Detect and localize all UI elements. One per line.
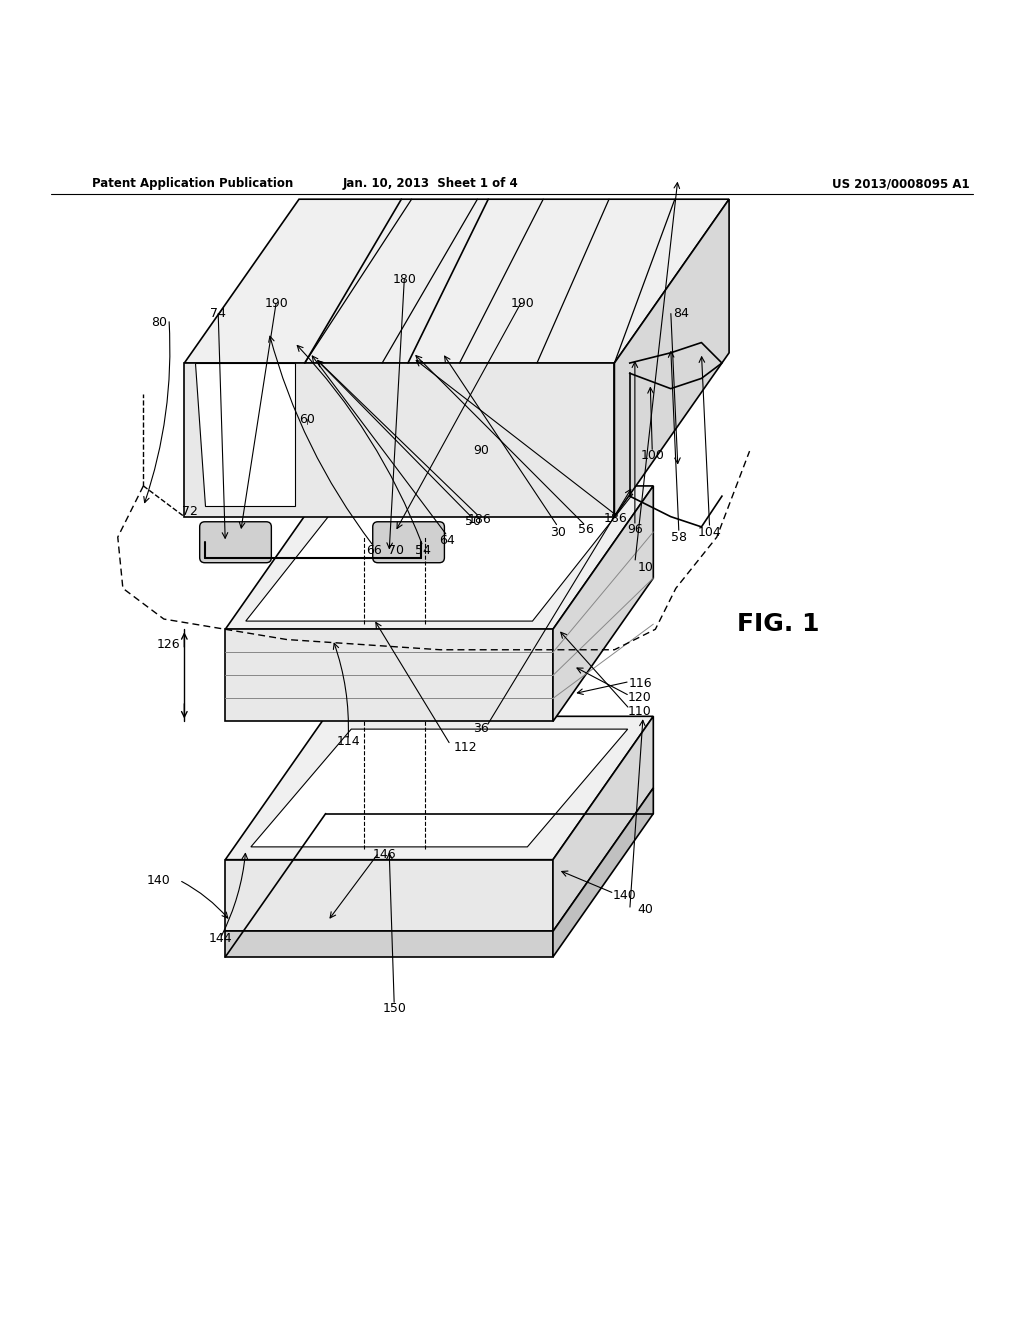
Text: 74: 74 <box>210 308 226 321</box>
Text: 30: 30 <box>550 525 566 539</box>
Text: US 2013/0008095 A1: US 2013/0008095 A1 <box>833 177 970 190</box>
Polygon shape <box>225 717 653 859</box>
Text: 114: 114 <box>336 735 360 748</box>
Text: 140: 140 <box>146 874 171 887</box>
Polygon shape <box>553 717 653 932</box>
Polygon shape <box>553 788 653 957</box>
Text: 36: 36 <box>473 722 489 735</box>
Polygon shape <box>225 486 653 630</box>
Text: 186: 186 <box>603 512 628 525</box>
Text: 190: 190 <box>264 297 289 310</box>
Polygon shape <box>553 486 653 722</box>
Text: 180: 180 <box>392 272 417 285</box>
Text: Patent Application Publication: Patent Application Publication <box>92 177 294 190</box>
Text: 116: 116 <box>628 677 652 690</box>
Text: 186: 186 <box>467 513 492 527</box>
Text: 90: 90 <box>473 444 489 457</box>
Polygon shape <box>251 729 628 847</box>
Text: 190: 190 <box>510 297 535 310</box>
Text: 126: 126 <box>157 638 181 651</box>
Polygon shape <box>614 199 729 516</box>
Text: 110: 110 <box>628 705 652 718</box>
Polygon shape <box>225 859 553 932</box>
Text: 10: 10 <box>637 561 653 574</box>
Text: 144: 144 <box>208 932 232 945</box>
Polygon shape <box>225 932 553 957</box>
Text: 60: 60 <box>299 413 315 426</box>
Text: Jan. 10, 2013  Sheet 1 of 4: Jan. 10, 2013 Sheet 1 of 4 <box>342 177 518 190</box>
Text: 120: 120 <box>628 692 652 705</box>
Polygon shape <box>195 363 295 507</box>
Text: 58: 58 <box>671 531 687 544</box>
Polygon shape <box>184 363 614 516</box>
Polygon shape <box>184 199 729 363</box>
Text: 40: 40 <box>637 903 653 916</box>
Text: FIG. 1: FIG. 1 <box>737 612 820 636</box>
Text: 50: 50 <box>465 515 481 528</box>
Text: 104: 104 <box>697 525 722 539</box>
Text: 56: 56 <box>578 524 594 536</box>
Text: 80: 80 <box>151 315 167 329</box>
Text: 100: 100 <box>640 449 665 462</box>
Text: 96: 96 <box>627 524 643 536</box>
Text: 70: 70 <box>388 544 404 557</box>
Text: 146: 146 <box>372 847 396 861</box>
Text: 140: 140 <box>612 890 637 902</box>
Text: 84: 84 <box>673 308 689 321</box>
FancyBboxPatch shape <box>373 521 444 562</box>
Text: 66: 66 <box>366 544 382 557</box>
Text: 150: 150 <box>382 1002 407 1015</box>
Text: 64: 64 <box>439 533 456 546</box>
Text: 112: 112 <box>454 741 478 754</box>
FancyBboxPatch shape <box>200 521 271 562</box>
Polygon shape <box>246 494 633 622</box>
Text: 72: 72 <box>181 506 198 517</box>
Polygon shape <box>225 630 553 722</box>
Text: 54: 54 <box>415 544 431 557</box>
